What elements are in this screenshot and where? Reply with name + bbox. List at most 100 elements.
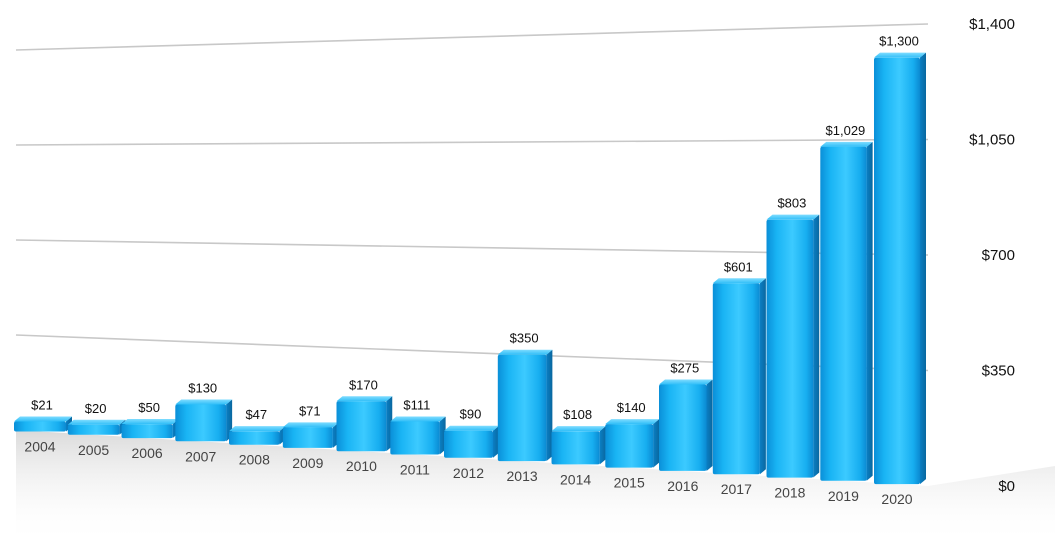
data-label: $140 [617,400,646,415]
x-tick-label: 2015 [614,475,645,491]
bar-top [820,141,873,147]
bar-front [497,354,547,462]
data-label: $601 [724,259,753,274]
bar-side [493,425,499,458]
data-label: $90 [460,407,482,422]
bar-front [390,421,440,455]
bar-top [390,416,446,422]
bar-side [813,214,820,478]
y-tick-label: $1,050 [969,132,1015,149]
bar-front [67,424,120,435]
bar [712,278,766,475]
bar-front [659,384,707,471]
data-label: $111 [403,398,430,413]
bar-front [551,431,600,465]
bar-front [336,401,387,452]
data-labels: $21 $20 $50 $130 $47 $71 $170 $111 $90 $350 $108 $1… [31,34,919,423]
x-tick-label: 2016 [667,478,698,494]
bar-side [706,379,713,471]
bar-top [121,419,179,425]
x-tick-label: 2011 [400,462,430,478]
bar-front [121,424,173,439]
x-axis: 2004 2005 2006 2007 2008 2009 2010 2011 2012 2013… [24,439,912,508]
bar-side [866,141,873,481]
bar-top [67,419,126,425]
bar-top [712,278,766,284]
bar-side [759,278,766,475]
bar [121,419,179,439]
x-tick-label: 2005 [78,442,109,458]
x-tick-label: 2008 [239,452,270,468]
floor-shadow [16,430,1055,544]
x-tick-label: 2013 [507,468,538,484]
x-tick-label: 2019 [828,488,859,504]
y-tick-label: $0 [998,478,1015,495]
data-label: $1,300 [879,34,919,49]
bar [229,426,286,445]
bar-front [874,57,920,485]
data-label: $130 [188,381,217,396]
bar-top [14,416,72,422]
data-label: $47 [245,407,267,422]
chart-floor [16,430,1055,544]
data-label: $1,029 [826,123,866,138]
x-tick-label: 2020 [881,491,912,507]
bar-top [551,426,606,432]
bar-front [605,424,654,468]
bar-front [820,146,867,481]
data-label: $20 [85,401,107,416]
x-tick-label: 2014 [560,471,591,487]
y-axis: $0 $350 $700 $1,050 $1,400 [969,16,1015,495]
bar-top [444,425,499,431]
bar [605,419,660,468]
bar [336,396,393,452]
bar [659,379,713,471]
bar [67,419,126,435]
bar-side [599,426,606,465]
bar-top [229,426,286,432]
bar-top [766,214,820,220]
x-tick-label: 2018 [774,485,805,501]
x-tick-label: 2009 [292,455,323,471]
bar [497,349,553,462]
bar-front [444,430,493,458]
bar-side [546,349,553,462]
bar-top [874,52,926,58]
bar-top [605,419,660,425]
bar-front [14,421,66,432]
bar [282,422,339,448]
bar [175,399,233,442]
bar-side [653,419,660,468]
data-label: $350 [510,331,539,346]
x-tick-label: 2006 [132,445,163,461]
data-label: $71 [299,403,321,418]
bar-top [659,379,713,385]
bar-front [766,219,814,478]
bars [14,52,926,485]
x-tick-label: 2017 [721,481,752,497]
bar-top [175,399,233,405]
data-label: $50 [138,400,160,415]
bar-front [175,404,227,442]
bar [766,214,820,478]
x-tick-label: 2010 [346,458,377,474]
y-tick-label: $700 [982,247,1015,264]
gridline [15,23,929,51]
data-label: $108 [563,407,592,422]
x-tick-label: 2007 [185,448,216,464]
data-label: $21 [31,398,53,413]
bar-top [336,396,393,402]
bar-top [497,349,553,355]
bar-front [229,431,280,445]
data-label: $275 [670,361,699,376]
bar [14,416,72,432]
bar-front [282,427,333,448]
bar [874,52,926,485]
data-label: $803 [777,196,806,211]
gridline [15,138,929,146]
bar [820,141,873,481]
x-tick-label: 2004 [24,439,55,455]
y-tick-label: $1,400 [969,16,1015,33]
